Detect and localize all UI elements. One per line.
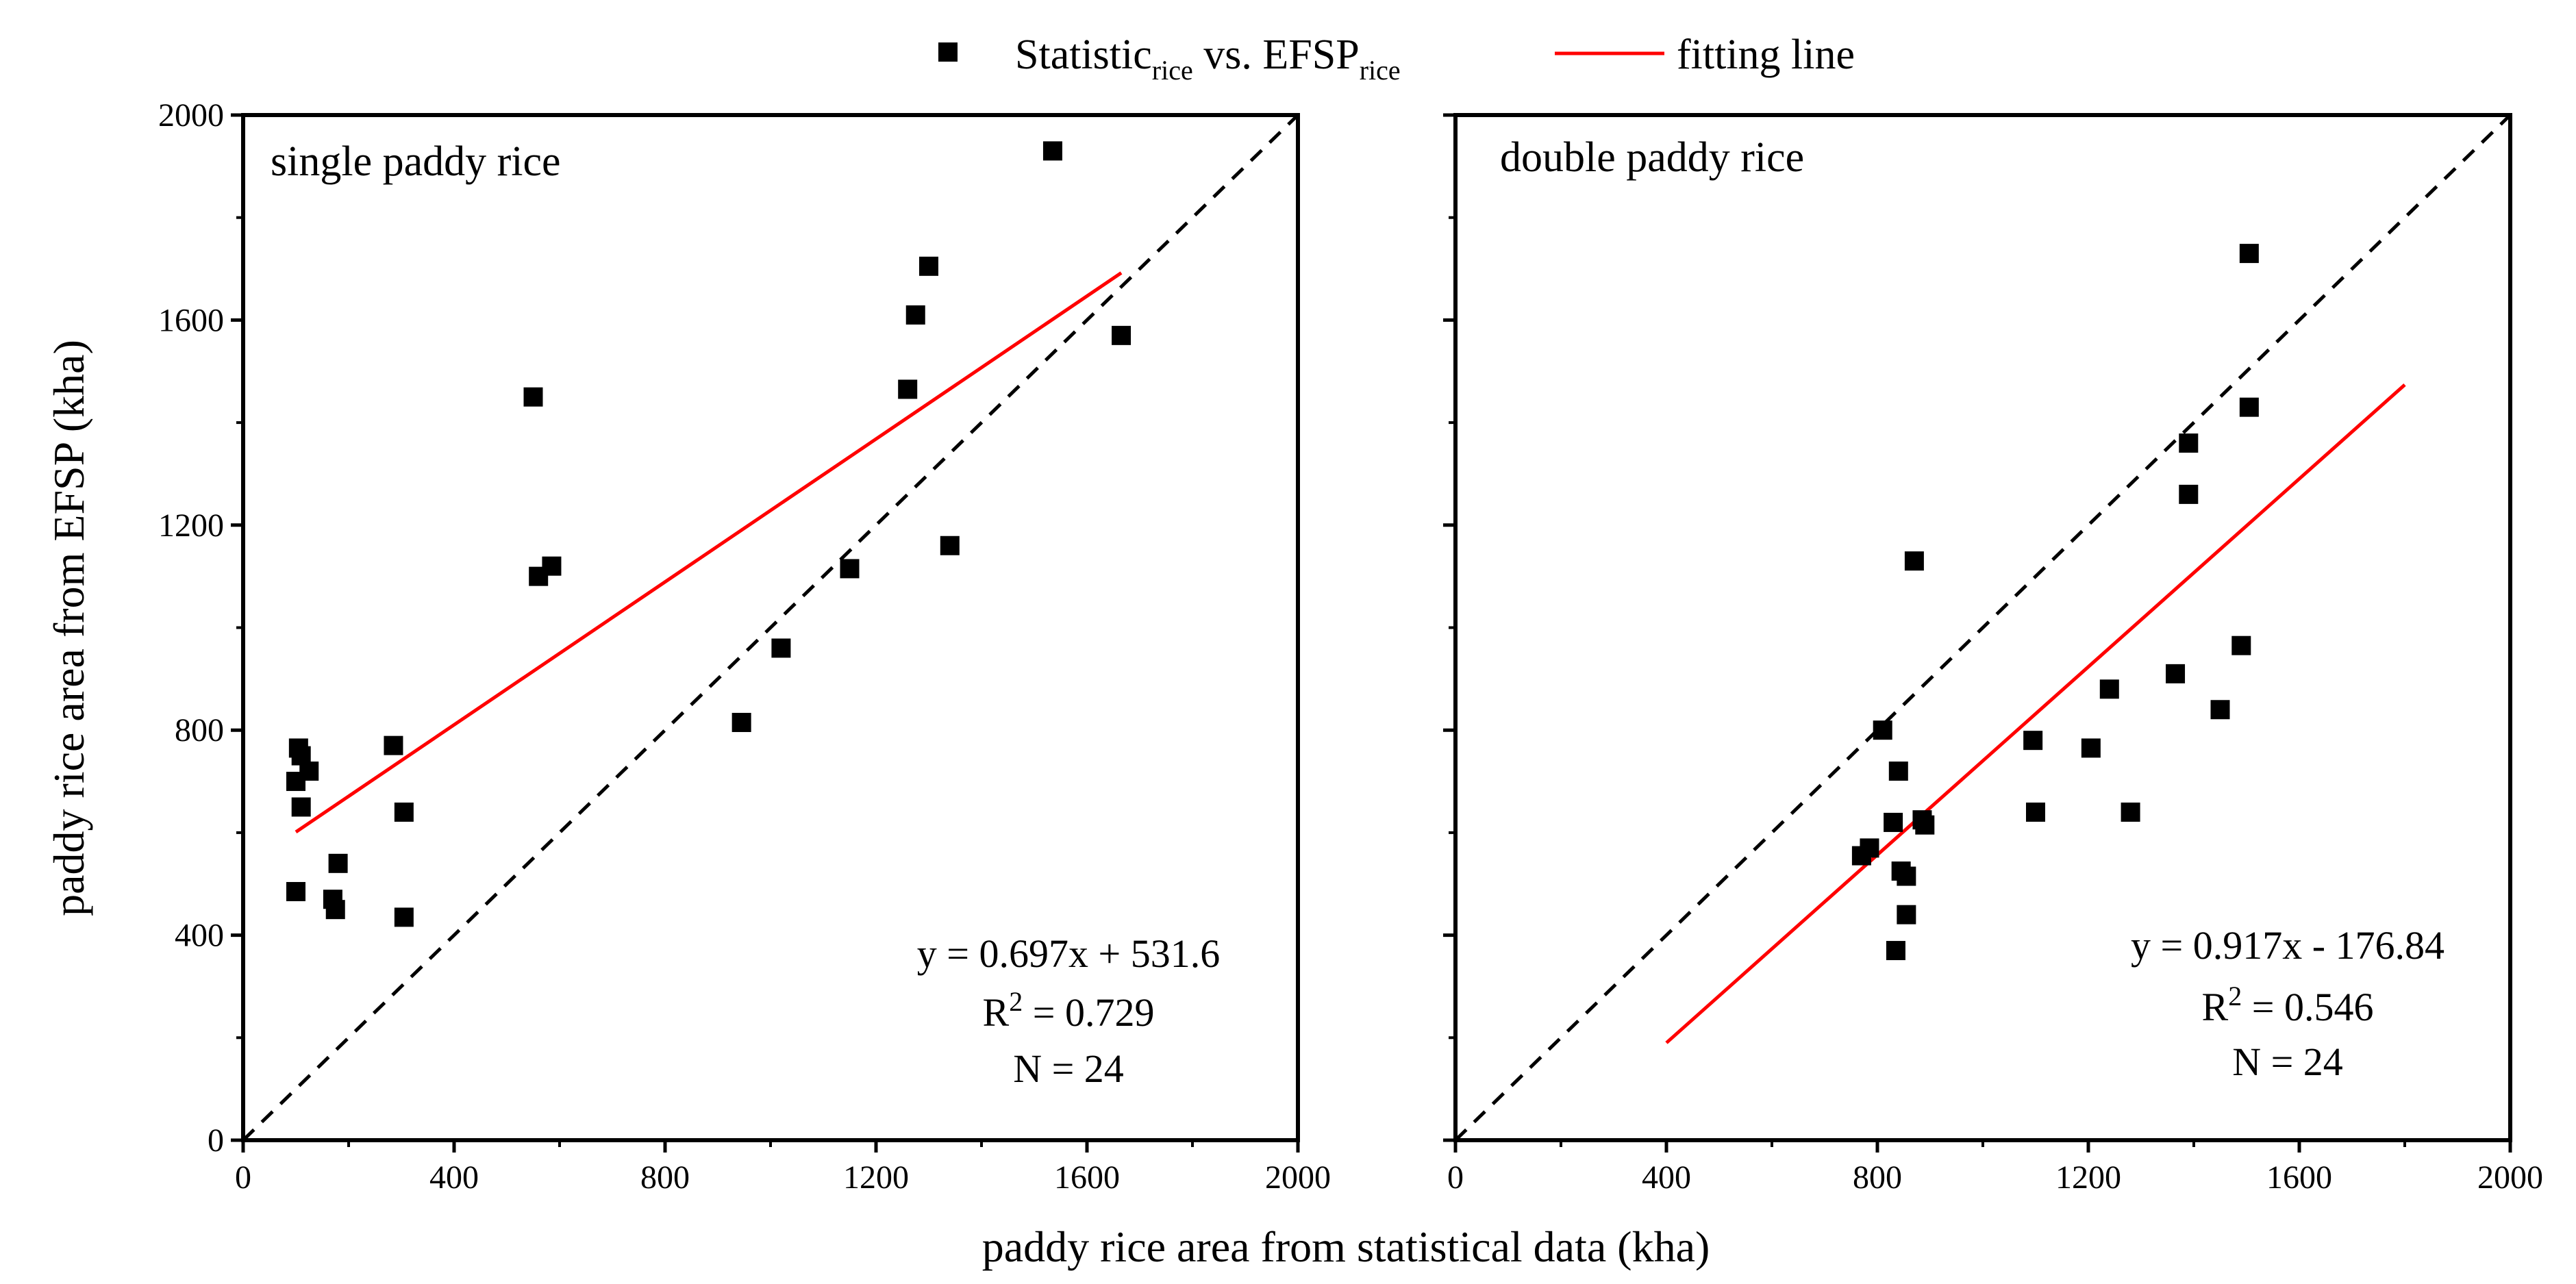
x-tick-label: 1600	[1054, 1159, 1120, 1196]
data-point	[771, 638, 791, 658]
x-tick-label: 800	[1853, 1159, 1902, 1196]
data-point	[325, 900, 345, 920]
fitting-line	[1665, 383, 2406, 1044]
sample-count: N = 24	[1013, 1046, 1124, 1091]
data-point	[1915, 815, 1935, 835]
data-point	[2121, 802, 2140, 822]
legend-point-marker	[938, 42, 958, 62]
x-tick-label: 1600	[2266, 1159, 2332, 1196]
data-point	[1904, 551, 1924, 571]
sample-count: N = 24	[2232, 1040, 2343, 1084]
data-point	[299, 761, 319, 781]
data-point	[1112, 325, 1131, 345]
panel-title: double paddy rice	[1500, 134, 1804, 181]
y-axis-title: paddy rice area from EFSP (kha)	[45, 340, 93, 916]
data-point	[731, 712, 751, 732]
data-point	[1888, 761, 1908, 781]
data-point	[905, 305, 925, 325]
data-point	[2023, 731, 2043, 751]
x-tick-label: 800	[640, 1159, 690, 1196]
data-point	[2166, 664, 2186, 683]
data-point	[2179, 484, 2199, 504]
data-point	[2179, 433, 2199, 453]
data-point	[840, 559, 860, 579]
x-tick-label: 2000	[1265, 1159, 1331, 1196]
r-squared: R2 = 0.729	[983, 986, 1155, 1035]
y-tick-label: 400	[175, 918, 224, 954]
fit-equation: y = 0.917x - 176.84	[2131, 923, 2444, 968]
data-point	[2231, 635, 2251, 655]
panel-title: single paddy rice	[271, 138, 561, 185]
r-squared: R2 = 0.546	[2202, 981, 2374, 1029]
x-tick-label: 400	[429, 1159, 479, 1196]
one-to-one-line	[1454, 114, 2512, 1142]
x-axis-title: paddy rice area from statistical data (k…	[982, 1222, 1710, 1271]
one-to-one-line	[242, 114, 1299, 1142]
data-point	[1897, 905, 1916, 924]
data-point	[523, 387, 543, 407]
panel-single-paddy-rice: 0 400 800 1200 1600 2000 0 400 800 1200 1600 2000 s…	[158, 97, 1331, 1196]
data-point	[1873, 720, 1892, 740]
fit-equation: y = 0.697x + 531.6	[917, 931, 1220, 976]
data-point	[1886, 941, 1905, 961]
y-tick-label: 2000	[158, 97, 224, 134]
data-point	[2239, 244, 2259, 264]
x-tick-label: 0	[1447, 1159, 1464, 1196]
data-point	[328, 853, 348, 873]
data-point	[1860, 838, 1879, 858]
y-tick-label: 1200	[158, 507, 224, 544]
fitting-line	[295, 271, 1123, 833]
data-point	[940, 536, 960, 555]
x-tick-label: 1200	[2055, 1159, 2121, 1196]
data-point	[2210, 700, 2230, 720]
y-tick-label: 0	[208, 1122, 224, 1159]
data-point	[2026, 802, 2045, 822]
x-tick-label: 0	[235, 1159, 251, 1196]
data-point	[1884, 812, 1903, 832]
data-point	[919, 256, 938, 276]
data-point	[898, 379, 918, 399]
panel-double-paddy-rice: 0 400 800 1200 1600 2000 double paddy rice y …	[1443, 113, 2543, 1196]
data-point	[2239, 397, 2259, 417]
data-point	[291, 797, 311, 817]
data-point	[2099, 679, 2119, 699]
data-point	[2081, 738, 2101, 758]
data-point	[394, 802, 414, 822]
legend-points-label: Statisticrice vs. EFSPrice	[1015, 32, 1401, 86]
data-point	[1897, 866, 1916, 886]
x-tick-label: 2000	[2477, 1159, 2543, 1196]
data-point	[286, 881, 305, 901]
data-point	[384, 735, 403, 755]
data-point	[1042, 141, 1062, 161]
data-point	[394, 907, 414, 927]
x-tick-label: 1200	[843, 1159, 909, 1196]
x-tick-label: 400	[1642, 1159, 1691, 1196]
y-tick-label: 800	[175, 712, 224, 748]
legend-line-label: fitting line	[1677, 32, 1855, 78]
legend: Statisticrice vs. EFSPrice fitting line	[938, 32, 1855, 86]
data-point	[542, 556, 562, 576]
y-tick-label: 1600	[158, 302, 224, 338]
